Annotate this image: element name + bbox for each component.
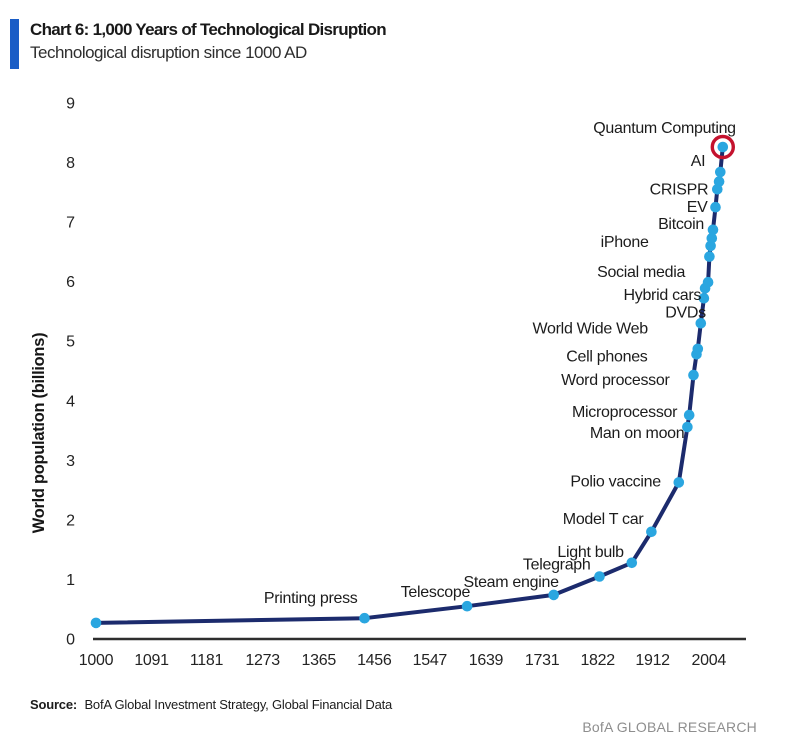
x-tick-1091: 1091 [134,652,169,669]
y-tick-2: 2 [66,512,75,529]
point-quantum-computing [717,141,729,153]
x-tick-1639: 1639 [469,652,504,669]
point-steam-engine [548,589,559,601]
x-tick-1456: 1456 [357,652,392,669]
label-bitcoin: Bitcoin [658,216,704,233]
x-tick-1912: 1912 [635,652,670,669]
label-light-bulb: Light bulb [557,544,624,561]
label-social-media: Social media [597,264,685,281]
y-tick-4: 4 [66,393,75,410]
label-world-wide-web: World Wide Web [533,320,649,337]
chart-subtitle: Technological disruption since 1000 AD [30,43,307,63]
milestone-dots [90,134,735,629]
x-tick-2004: 2004 [692,652,727,669]
point-social-media [702,276,714,288]
chart-header: Chart 6: 1,000 Years of Technological Di… [30,19,387,64]
y-tick-5: 5 [66,334,75,351]
label-ev: EV [687,199,708,216]
chart-title: Chart 6: 1,000 Years of Technological Di… [30,20,387,39]
point-2009 [706,232,718,244]
x-tick-1547: 1547 [413,652,448,669]
point-model-t-car [646,526,657,538]
x-tick-1181: 1181 [190,652,224,669]
point-dvds [698,293,710,304]
point-telescope [461,600,473,612]
point-ai [715,166,726,178]
point-1000 [90,617,102,629]
point-light-bulb [626,557,638,569]
y-tick-6: 6 [66,274,75,291]
point-printing-press [359,612,370,624]
label-telegraph: Telegraph [523,557,591,574]
point-2021 [713,176,725,187]
x-tick-1365: 1365 [302,652,337,669]
y-tick-0: 0 [66,632,75,649]
label-ai: AI [691,153,706,170]
point-word-processor [688,369,699,381]
y-axis: 0 1 2 3 4 5 6 7 8 9 World population (billions) [30,95,75,648]
point-polio-vaccine [673,477,685,488]
label-polio-vaccine: Polio vaccine [570,473,661,490]
point-microprocessor [683,409,695,421]
highlight-ring [710,134,735,160]
y-tick-8: 8 [66,155,75,172]
bofa-global-research-branding: BofA GLOBAL RESEARCH [582,719,757,735]
x-tick-1000: 1000 [79,652,114,669]
x-axis: 1000 1091 1181 1273 1365 1456 1547 1639 1731 1822… [79,637,746,669]
y-tick-7: 7 [66,215,75,232]
label-hybrid-cars: Hybrid cars [623,287,701,304]
y-tick-9: 9 [66,95,75,112]
source-label: Source: [30,697,78,712]
point-man-on-moon [682,421,693,433]
x-tick-1731: 1731 [525,652,560,669]
label-iphone: iPhone [601,234,649,251]
y-tick-1: 1 [66,572,75,589]
point-bitcoin [707,224,719,236]
point-2005 [704,251,715,262]
x-tick-1273: 1273 [245,652,280,669]
label-printing-press: Printing press [264,590,358,607]
source-note: Source: BofA Global Investment Strategy,… [30,697,392,712]
point-ev [710,201,721,213]
x-tick-1822: 1822 [580,652,615,669]
point-world-wide-web [695,318,707,329]
label-steam-engine: Steam engine [464,574,560,591]
label-cell-phones: Cell phones [566,348,648,365]
source-text: BofA Global Investment Strategy, Global … [84,697,393,712]
label-crispr: CRISPR [650,181,709,198]
y-tick-3: 3 [66,453,75,470]
point-1986 [692,343,704,355]
label-dvds: DVDs [665,304,706,321]
title-accent-bar [10,19,19,69]
label-man-on-moon: Man on moon [590,425,685,442]
label-word-processor: Word processor [561,372,670,389]
point-telegraph [594,571,605,582]
label-quantum-computing: Quantum Computing [593,120,736,137]
label-telescope: Telescope [401,584,471,601]
label-microprocessor: Microprocessor [572,404,678,421]
y-axis-title: World population (billions) [30,333,48,534]
label-model-t-car: Model T car [563,511,645,528]
